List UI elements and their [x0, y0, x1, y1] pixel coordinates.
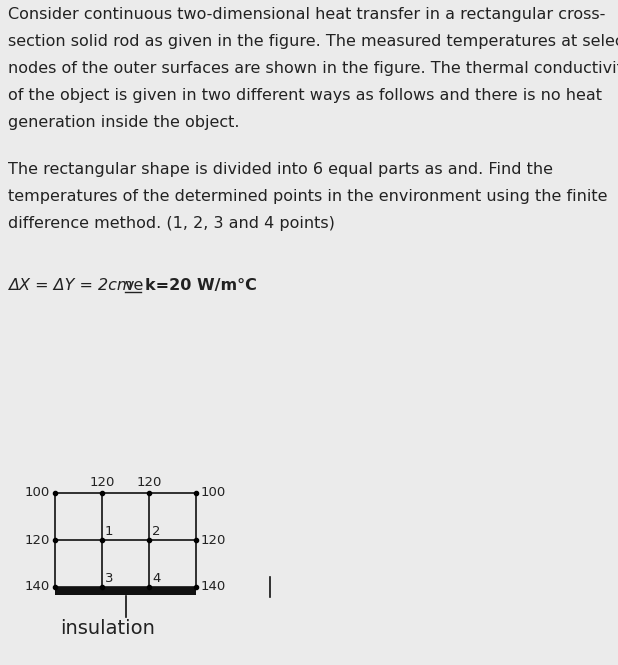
Text: insulation: insulation [60, 619, 155, 638]
Text: ve: ve [125, 278, 145, 293]
Text: 3: 3 [105, 572, 114, 585]
Text: generation inside the object.: generation inside the object. [8, 115, 240, 130]
Text: k=20 W/m°C: k=20 W/m°C [145, 278, 257, 293]
Text: nodes of the outer surfaces are shown in the figure. The thermal conductivity: nodes of the outer surfaces are shown in… [8, 61, 618, 76]
Text: ΔX = ΔY = 2cm: ΔX = ΔY = 2cm [8, 278, 132, 293]
Text: difference method. (1, 2, 3 and 4 points): difference method. (1, 2, 3 and 4 points… [8, 216, 335, 231]
Text: 1: 1 [105, 525, 114, 538]
Text: 4: 4 [152, 572, 161, 585]
Text: 120: 120 [137, 476, 162, 489]
Text: 100: 100 [201, 487, 226, 499]
Text: section solid rod as given in the figure. The measured temperatures at selected: section solid rod as given in the figure… [8, 34, 618, 49]
Text: temperatures of the determined points in the environment using the finite: temperatures of the determined points in… [8, 189, 607, 204]
Text: Consider continuous two-dimensional heat transfer in a rectangular cross-: Consider continuous two-dimensional heat… [8, 7, 606, 22]
Text: 120: 120 [25, 533, 50, 547]
Text: 2: 2 [152, 525, 161, 538]
Text: 100: 100 [25, 487, 50, 499]
Text: The rectangular shape is divided into 6 equal parts as and. Find the: The rectangular shape is divided into 6 … [8, 162, 553, 177]
Text: 140: 140 [25, 581, 50, 593]
Text: 120: 120 [90, 476, 115, 489]
Text: 140: 140 [201, 581, 226, 593]
Bar [55, 587, 196, 595]
Text: of the object is given in two different ways as follows and there is no heat: of the object is given in two different … [8, 88, 602, 103]
Text: 120: 120 [201, 533, 226, 547]
